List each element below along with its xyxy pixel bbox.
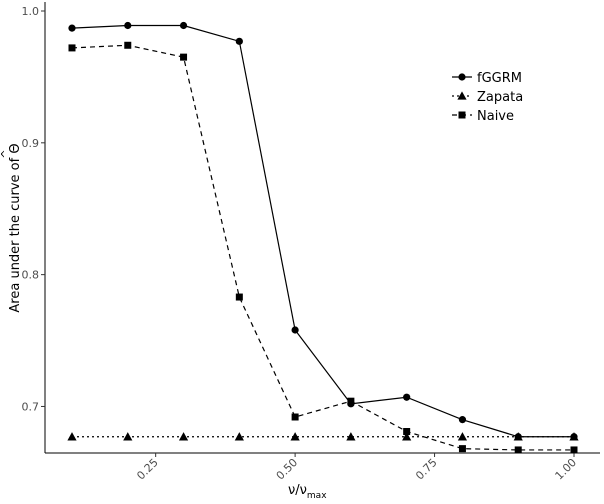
- series-line-fggrm: [71, 24, 574, 438]
- y-axis-title-symbol: Θ: [8, 143, 23, 153]
- legend-marker-zapata: [457, 91, 467, 100]
- data-point-naive: [124, 41, 132, 49]
- data-point-fggrm: [124, 21, 132, 30]
- data-point-naive: [403, 428, 411, 435]
- y-axis-title-text: Area under the curve of Θ: [8, 143, 23, 312]
- x-axis-title-text: ν/νmax: [288, 483, 327, 501]
- data-point-fggrm: [291, 326, 299, 334]
- data-point-fggrm: [235, 37, 243, 45]
- data-point-naive: [347, 397, 355, 405]
- series-naive: [68, 41, 578, 454]
- data-point-naive: [291, 413, 299, 421]
- y-tick-label: 1.0: [22, 5, 40, 18]
- x-tick-label: 0.75: [413, 456, 440, 483]
- data-point-zapata: [457, 432, 468, 441]
- data-point-zapata: [123, 432, 133, 441]
- x-tick-label: 0.50: [274, 456, 301, 483]
- data-point-fggrm: [179, 21, 188, 30]
- x-axis-title-sub: max: [307, 491, 327, 501]
- data-point-zapata: [569, 432, 579, 441]
- series-layer: [67, 21, 579, 454]
- plot-area: [44, 2, 600, 454]
- data-point-zapata: [234, 432, 244, 441]
- x-axis-ticks: 0.25 0.50 0.75 1.00: [134, 453, 579, 482]
- data-point-fggrm: [68, 24, 76, 32]
- data-point-fggrm: [458, 416, 467, 424]
- data-point-zapata: [402, 432, 412, 441]
- x-tick-label: 1.00: [553, 456, 580, 483]
- x-axis-title: ν/νmax: [288, 483, 327, 501]
- y-axis-title: Area under the curve of Θ ^: [0, 143, 23, 312]
- legend-label-naive: Naive: [477, 109, 514, 124]
- data-point-naive: [68, 44, 76, 52]
- legend-marker-fggrm: [458, 73, 466, 81]
- data-point-naive: [180, 53, 188, 61]
- legend-label-fggrm: fGGRM: [477, 71, 522, 86]
- data-point-zapata: [513, 432, 523, 441]
- legend-marker-naive: [458, 111, 466, 119]
- data-point-zapata: [290, 432, 300, 441]
- legend: fGGRM Zapata Naive: [452, 71, 523, 124]
- data-point-naive: [570, 446, 578, 454]
- legend-label-zapata: Zapata: [477, 90, 523, 105]
- legend-item-fggrm: fGGRM: [452, 71, 522, 86]
- data-point-zapata: [346, 432, 356, 441]
- y-axis-title-hat: ^: [0, 149, 12, 158]
- data-point-zapata: [67, 432, 77, 441]
- y-tick-label: 0.9: [22, 137, 40, 150]
- data-point-naive: [458, 445, 466, 453]
- series-zapata: [67, 432, 579, 441]
- y-tick-label: 0.7: [22, 400, 40, 413]
- data-point-fggrm: [403, 393, 411, 401]
- x-tick-label: 0.25: [134, 456, 161, 483]
- y-axis-title-main: Area under the curve of: [8, 154, 23, 313]
- y-tick-label: 0.8: [22, 269, 40, 282]
- y-axis-ticks: 0.7 0.8 0.9 1.0: [22, 5, 45, 413]
- legend-item-zapata: Zapata: [452, 90, 523, 105]
- data-point-naive: [514, 446, 522, 454]
- x-axis-title-main: ν/ν: [288, 483, 307, 498]
- data-point-naive: [235, 293, 243, 301]
- legend-item-naive: Naive: [452, 109, 514, 124]
- data-point-zapata: [178, 432, 189, 441]
- series-line-naive: [71, 44, 574, 451]
